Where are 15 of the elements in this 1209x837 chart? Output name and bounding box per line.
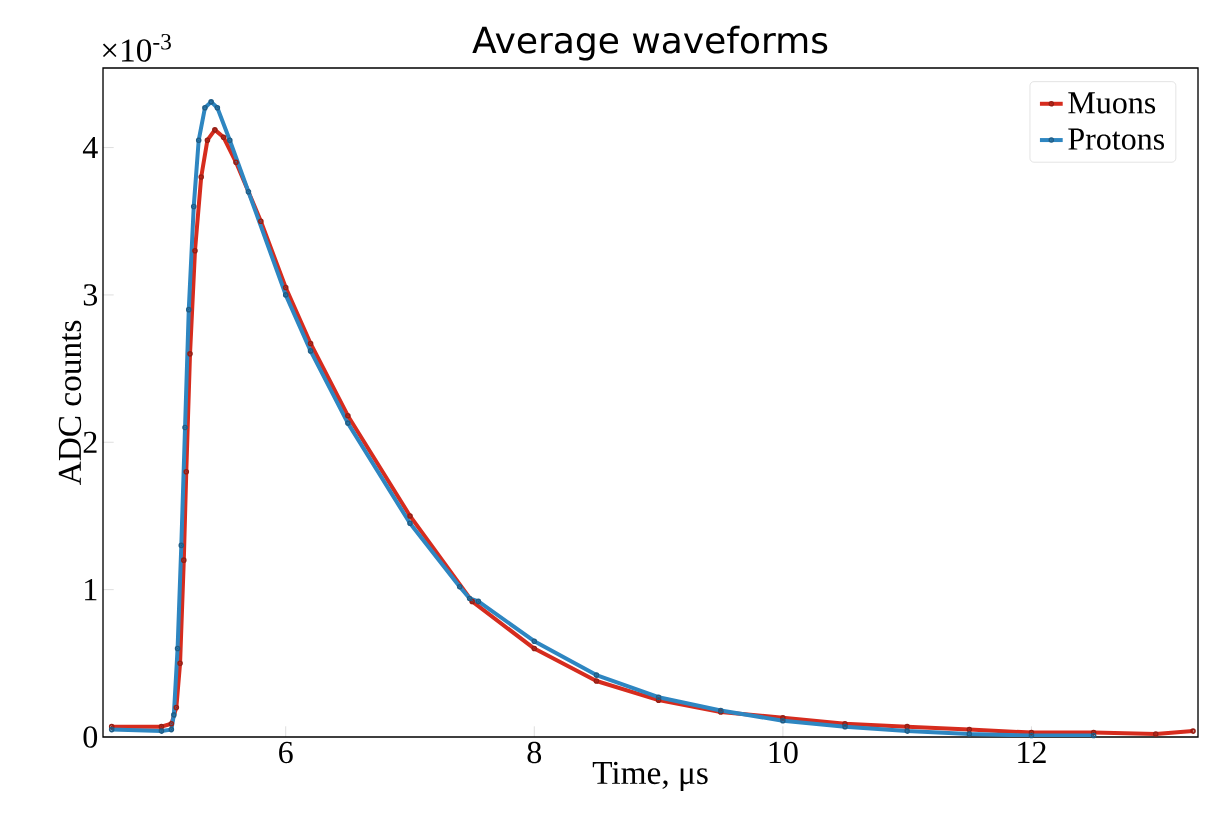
y-tick-label: 1 [85, 579, 97, 601]
y-tick-label: 0 [83, 726, 98, 748]
text: ×10$^{-3}$ [102, 33, 171, 62]
y-tick-label: 3 [83, 284, 98, 306]
y-tick-label: 2 [83, 431, 97, 453]
y-tick-label: 4 [82, 137, 98, 159]
x-tick-label: 6 [279, 741, 293, 764]
chart-title: Average waveforms [472, 25, 828, 61]
x-tick-label: 8 [527, 741, 542, 764]
x-tick-label: 10 [769, 741, 798, 764]
legend-label: Protons [1068, 128, 1164, 150]
x-tick-label: 12 [1018, 741, 1046, 763]
legend-label: Muons [1068, 92, 1156, 114]
x-axis-title: Time, μs [592, 761, 708, 791]
y-axis-title: ADC counts [58, 320, 82, 486]
